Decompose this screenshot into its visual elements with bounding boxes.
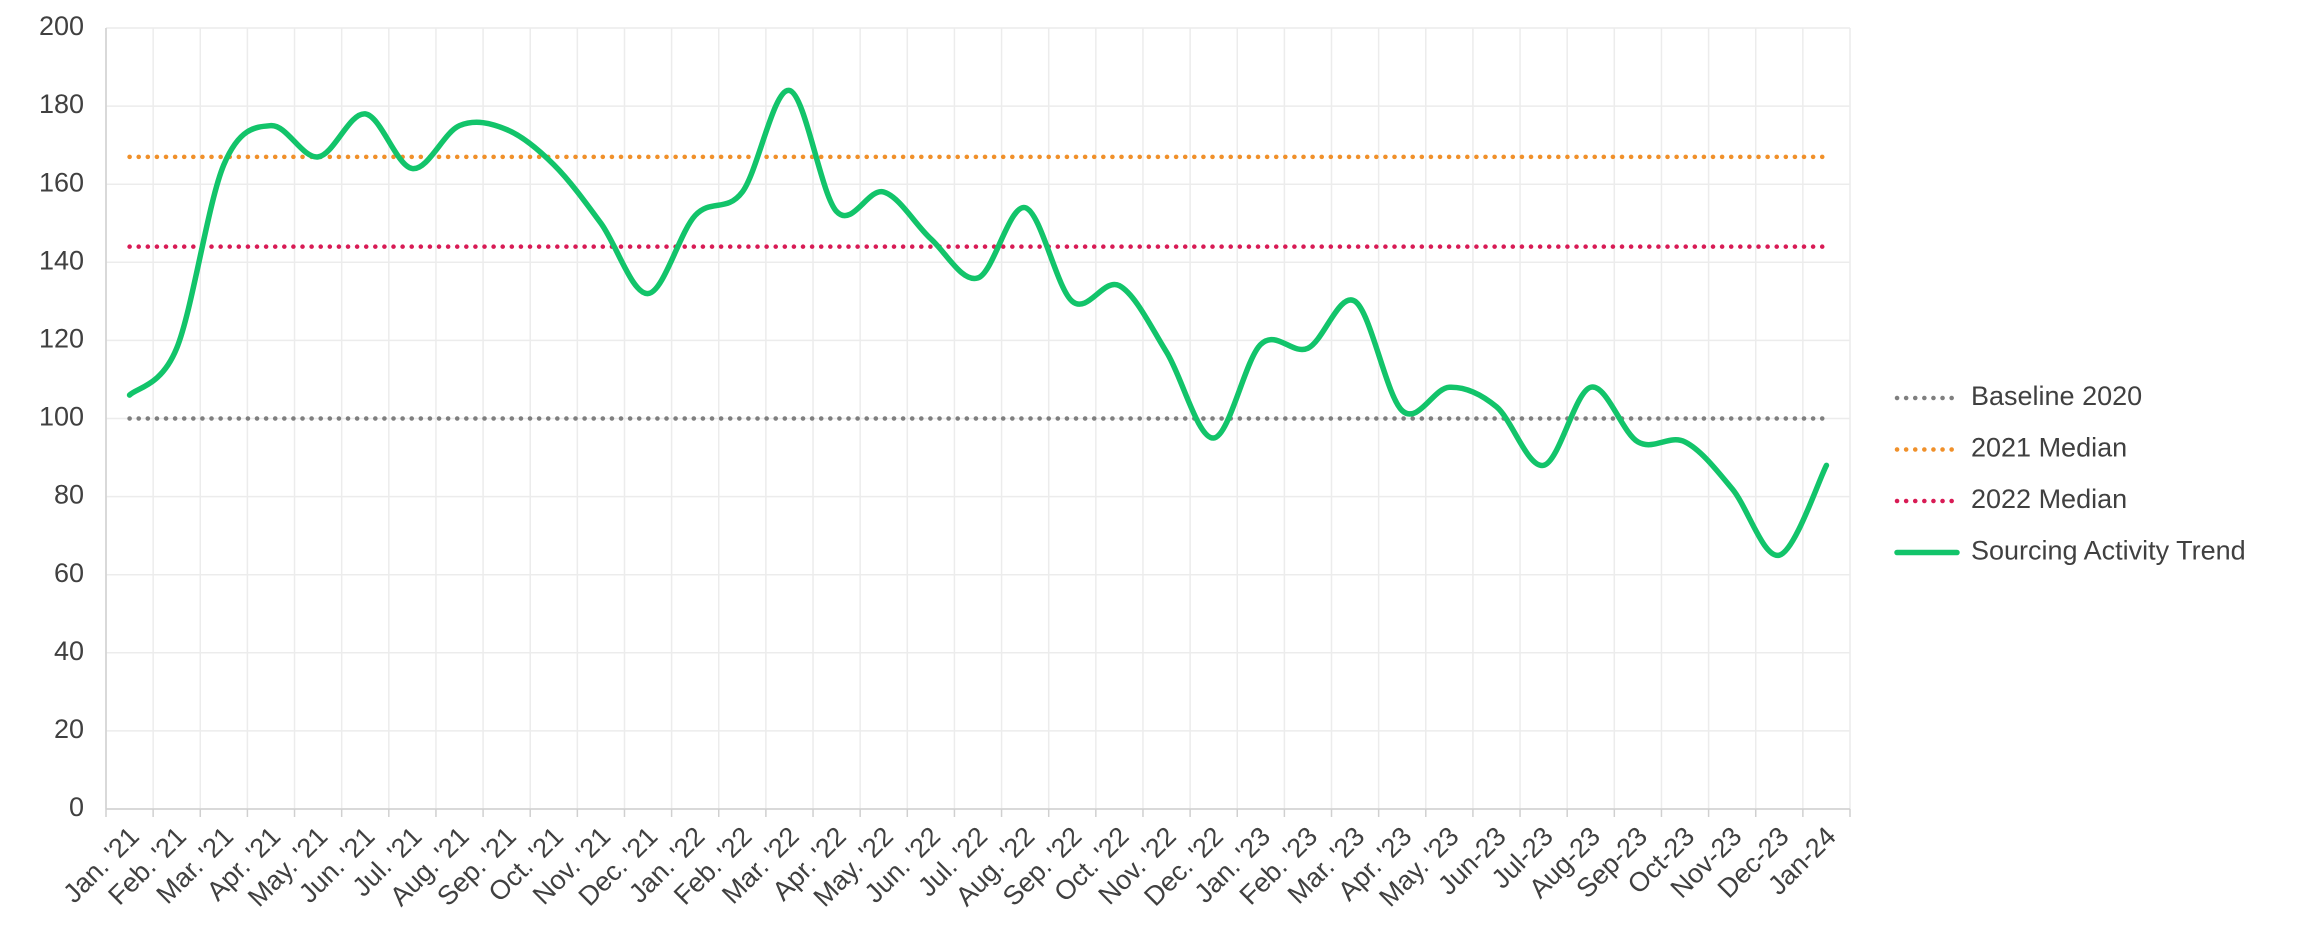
series-line — [126, 87, 1830, 558]
y-tick-label: 100 — [39, 402, 84, 432]
legend-label: 2021 Median — [1971, 433, 2127, 463]
y-tick-label: 0 — [69, 792, 84, 822]
y-tick-label: 200 — [39, 11, 84, 41]
legend-label: Baseline 2020 — [1971, 381, 2142, 411]
y-tick-label: 140 — [39, 245, 84, 275]
y-tick-label: 20 — [54, 714, 84, 744]
y-tick-label: 180 — [39, 89, 84, 119]
y-tick-label: 60 — [54, 558, 84, 588]
y-tick-label: 160 — [39, 167, 84, 197]
legend-label: 2022 Median — [1971, 484, 2127, 514]
y-tick-label: 80 — [54, 480, 84, 510]
y-tick-label: 120 — [39, 324, 84, 354]
y-tick-label: 40 — [54, 636, 84, 666]
legend-label: Sourcing Activity Trend — [1971, 536, 2246, 566]
